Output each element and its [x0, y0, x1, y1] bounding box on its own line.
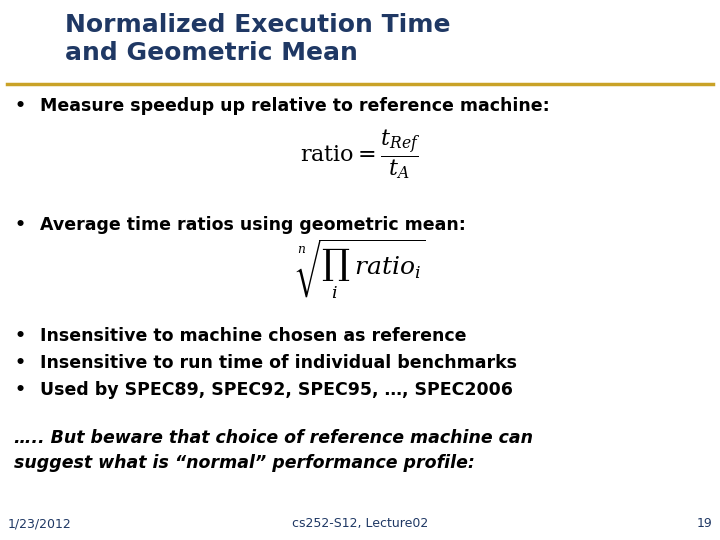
Text: $\sqrt[n]{\prod_{i} \; ratio_i}$: $\sqrt[n]{\prod_{i} \; ratio_i}$: [294, 238, 426, 302]
Text: $\mathrm{ratio} = \dfrac{t_{Ref}}{t_A}$: $\mathrm{ratio} = \dfrac{t_{Ref}}{t_A}$: [300, 127, 420, 180]
Text: Used by SPEC89, SPEC92, SPEC95, …, SPEC2006: Used by SPEC89, SPEC92, SPEC95, …, SPEC2…: [40, 381, 513, 399]
Text: Normalized Execution Time: Normalized Execution Time: [65, 14, 450, 37]
Text: Measure speedup up relative to reference machine:: Measure speedup up relative to reference…: [40, 97, 549, 115]
Text: •: •: [14, 216, 25, 234]
Text: ….. But beware that choice of reference machine can: ….. But beware that choice of reference …: [14, 429, 534, 447]
Text: •: •: [14, 354, 25, 372]
Text: 19: 19: [697, 517, 713, 530]
Text: 1/23/2012: 1/23/2012: [7, 517, 71, 530]
Text: cs252-S12, Lecture02: cs252-S12, Lecture02: [292, 517, 428, 530]
Text: suggest what is “normal” performance profile:: suggest what is “normal” performance pro…: [14, 454, 475, 471]
Text: •: •: [14, 381, 25, 399]
Text: Insensitive to run time of individual benchmarks: Insensitive to run time of individual be…: [40, 354, 517, 372]
Text: •: •: [14, 97, 25, 115]
Text: Insensitive to machine chosen as reference: Insensitive to machine chosen as referen…: [40, 327, 466, 345]
Text: •: •: [14, 327, 25, 345]
Text: and Geometric Mean: and Geometric Mean: [65, 40, 358, 64]
Text: Average time ratios using geometric mean:: Average time ratios using geometric mean…: [40, 216, 465, 234]
